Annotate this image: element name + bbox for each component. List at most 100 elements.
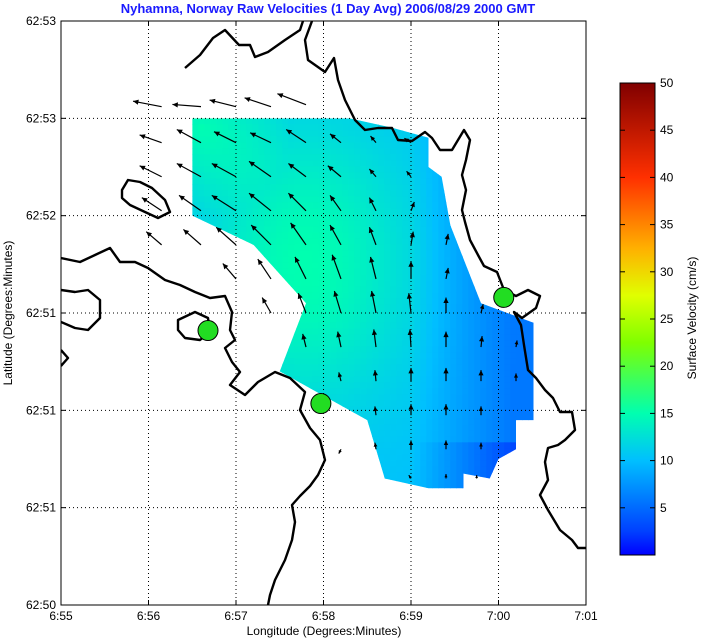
speed-cell [330,352,337,359]
speed-cell [504,406,511,413]
velocity-arrow [478,370,484,382]
speed-cell [354,268,361,275]
speed-cell [414,142,421,149]
speed-cell [300,340,307,347]
speed-cell [216,154,223,161]
speed-cell [234,178,241,185]
velocity-arrow-head [409,231,415,238]
speed-cell [504,316,511,323]
speed-cell [372,328,379,335]
speed-cell [396,280,403,287]
speed-cell [342,124,349,131]
speed-cell [324,238,331,245]
speed-cell [450,472,457,479]
speed-cell [348,370,355,377]
speed-cell [348,172,355,179]
speed-cell [378,328,385,335]
speed-cell [228,142,235,149]
speed-cell [342,352,349,359]
speed-cell [240,178,247,185]
speed-cell [330,130,337,137]
speed-cell [390,214,397,221]
speed-cell [456,394,463,401]
speed-cell [420,214,427,221]
speed-cell [330,322,337,329]
velocity-arrow [331,254,342,280]
speed-cell [306,334,313,341]
speed-cell [324,154,331,161]
speed-cell [492,334,499,341]
speed-cell [246,124,253,131]
speed-cell [330,202,337,209]
speed-cell [438,430,445,437]
speed-cell [396,328,403,335]
speed-cell [258,238,265,245]
speed-cell [432,202,439,209]
speed-cell [504,418,511,425]
speed-cell [420,394,427,401]
speed-cell [456,454,463,461]
speed-cell [324,208,331,215]
speed-cell [426,166,433,173]
speed-cell [378,352,385,359]
speed-cell [492,316,499,323]
speed-cell [390,232,397,239]
velocity-arrow-head [479,304,485,310]
speed-cell [474,376,481,383]
speed-cell [354,388,361,395]
velocity-arrow-head [408,440,414,446]
speed-cell [420,142,427,149]
speed-cell [510,334,517,341]
speed-cell [420,328,427,335]
speed-cell [312,322,319,329]
speed-cell [300,358,307,365]
speed-cell [390,184,397,191]
speed-cell [438,256,445,263]
speed-cell [492,310,499,317]
speed-cell [378,232,385,239]
colorbar-tick-label: 15 [660,406,674,420]
velocity-arrow [408,367,414,382]
speed-cell [324,220,331,227]
velocity-arrow-head [443,404,449,410]
speed-cell [390,310,397,317]
speed-cell [426,376,433,383]
speed-cell [468,352,475,359]
speed-cell [288,340,295,347]
speed-cell [426,280,433,287]
speed-cell [408,316,415,323]
speed-cell [420,478,427,485]
speed-cell [450,244,457,251]
speed-cell [360,250,367,257]
speed-cell [456,382,463,389]
speed-cell [438,388,445,395]
speed-cell [240,154,247,161]
speed-cell [504,412,511,419]
speed-cell [390,142,397,149]
speed-cell [234,202,241,209]
speed-cell [252,196,259,203]
speed-cell [456,268,463,275]
speed-cell [504,430,511,437]
speed-cell [198,130,205,137]
speed-cell [390,208,397,215]
speed-cell [342,148,349,155]
speed-cell [468,418,475,425]
speed-cell [306,256,313,263]
speed-cell [360,412,367,419]
speed-cell [462,448,469,455]
speed-cell [270,142,277,149]
speed-cell [294,214,301,221]
speed-cell [228,178,235,185]
speed-cell [312,262,319,269]
speed-cell [498,322,505,329]
speed-cell [258,250,265,257]
speed-cell [348,376,355,383]
velocity-arrow [443,297,449,313]
speed-cell [492,358,499,365]
speed-cell [330,358,337,365]
speed-cell [288,136,295,143]
speed-cell [450,460,457,467]
velocity-arrow-head [214,131,220,137]
speed-cell [462,406,469,413]
